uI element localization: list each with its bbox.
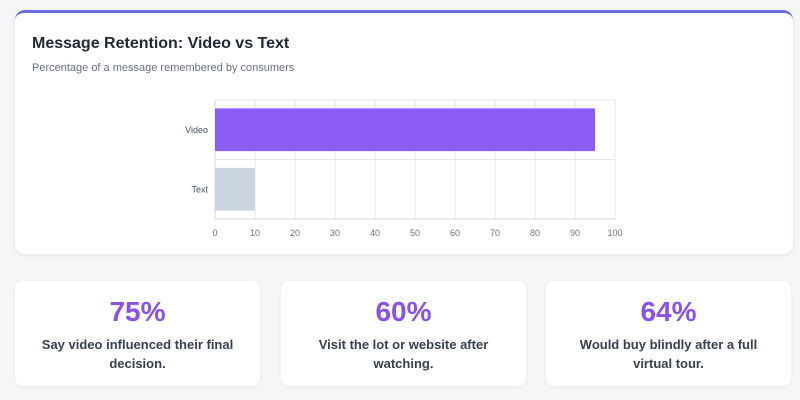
x-tick-label: 80	[530, 228, 540, 238]
x-tick-label: 60	[450, 228, 460, 238]
chart-subtitle: Percentage of a message remembered by co…	[32, 62, 295, 74]
bar-chart: 0 10 20 30 40 50 60 70 80 90 100 Video Text	[185, 99, 623, 238]
x-tick-label: 10	[250, 228, 260, 238]
x-tick-label: 90	[570, 228, 580, 238]
chart-title: Message Retention: Video vs Text	[32, 35, 290, 52]
stat-label: Visit the lot or website after watching.	[318, 337, 489, 371]
x-tick-label: 30	[330, 228, 340, 238]
x-tick-label: 20	[290, 228, 300, 238]
category-label: Text	[191, 184, 208, 194]
chart-card: Message Retention: Video vs Text Percent…	[15, 10, 793, 254]
stat-value: 60%	[375, 296, 432, 327]
stat-label: Would buy blindly after a full virtual t…	[579, 337, 758, 371]
stat-card-visit: 60% Visit the lot or website after watch…	[281, 281, 526, 386]
bar-text	[215, 167, 255, 211]
stat-value: 64%	[640, 296, 697, 327]
x-tick-label: 50	[410, 228, 420, 238]
x-tick-label: 70	[490, 228, 500, 238]
stat-card-buy: 64% Would buy blindly after a full virtu…	[546, 281, 791, 386]
x-tick-label: 0	[212, 228, 217, 238]
category-label: Video	[185, 125, 208, 135]
stat-value: 75%	[109, 296, 166, 327]
bar-video	[215, 108, 595, 152]
x-tick-label: 40	[370, 228, 380, 238]
stat-card-influence: 75% Say video influenced their final dec…	[15, 281, 260, 386]
stat-label: Say video influenced their final decisio…	[41, 337, 234, 371]
x-tick-label: 100	[607, 228, 622, 238]
